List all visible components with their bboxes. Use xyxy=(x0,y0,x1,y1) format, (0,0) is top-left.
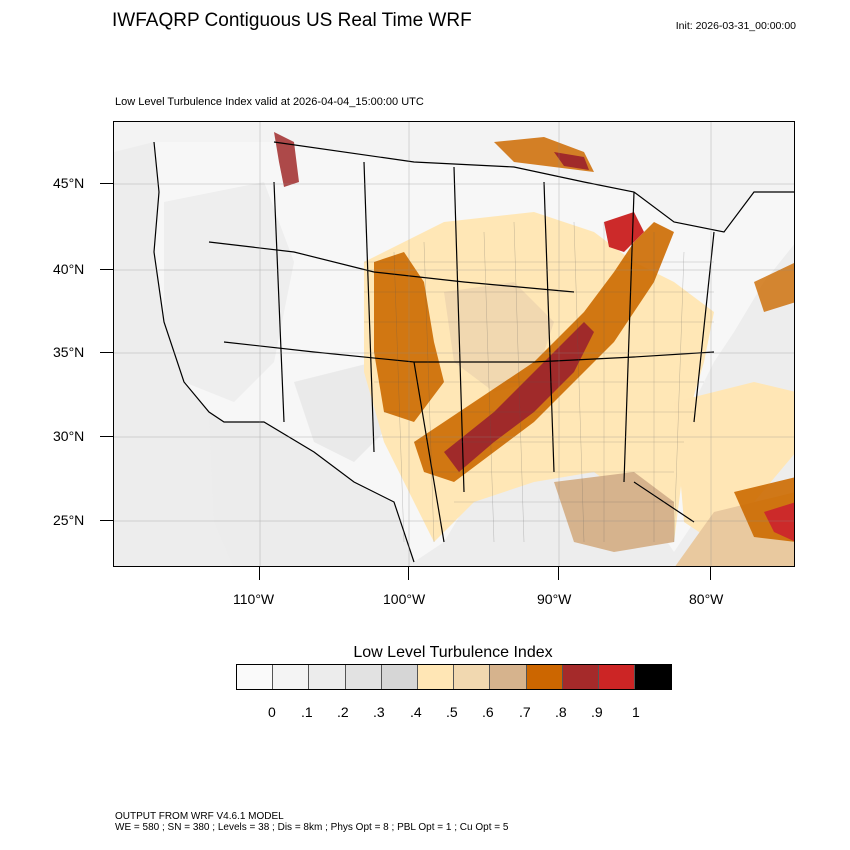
legend-label: .8 xyxy=(555,704,567,720)
legend-label: .5 xyxy=(446,704,458,720)
legend-label: .3 xyxy=(373,704,385,720)
legend-swatch xyxy=(345,665,382,689)
lat-tick xyxy=(100,520,113,521)
lon-label-100w: 100°W xyxy=(383,591,426,607)
lat-label-30: 30°N xyxy=(53,428,85,444)
legend-swatch xyxy=(417,665,455,689)
state-boundaries xyxy=(153,141,794,563)
lon-tick xyxy=(408,567,409,580)
mexico-land xyxy=(209,412,434,566)
footer-line-1: OUTPUT FROM WRF V4.6.1 MODEL xyxy=(115,811,284,822)
map-title: IWFAQRP Contiguous US Real Time WRF xyxy=(112,10,472,31)
legend-swatch xyxy=(598,665,636,689)
lat-label-45: 45°N xyxy=(53,175,85,191)
legend-title: Low Level Turbulence Index xyxy=(353,644,553,661)
legend-swatch xyxy=(237,665,274,689)
legend-swatch xyxy=(635,665,672,689)
lat-tick xyxy=(100,183,113,184)
model-info-footer: OUTPUT FROM WRF V4.6.1 MODEL WE = 580 ; … xyxy=(115,811,508,833)
lat-tick xyxy=(100,269,113,270)
lon-tick xyxy=(710,567,711,580)
valid-time-subtitle: Low Level Turbulence Index valid at 2026… xyxy=(115,96,424,108)
legend-label: .7 xyxy=(519,704,531,720)
legend-colorbar xyxy=(236,664,673,690)
very-high-turbulence-core xyxy=(444,322,594,472)
high-turbulence-band xyxy=(414,222,674,482)
legend-swatch xyxy=(490,665,527,689)
lat-label-40: 40°N xyxy=(53,261,85,277)
init-time: Init: 2026-03-31_00:00:00 xyxy=(675,20,796,32)
legend-swatch xyxy=(309,665,346,689)
legend-label: .2 xyxy=(337,704,349,720)
canada-area xyxy=(114,122,794,232)
legend-swatch xyxy=(273,665,310,689)
lon-label-110w: 110°W xyxy=(233,591,275,607)
lon-label-90w: 90°W xyxy=(537,591,572,607)
legend-label: .9 xyxy=(591,704,603,720)
legend-label: 1 xyxy=(632,704,640,720)
lon-tick xyxy=(558,567,559,580)
lat-tick xyxy=(100,436,113,437)
legend-swatch xyxy=(454,665,491,689)
legend-label: 0 xyxy=(268,704,276,720)
legend-swatch xyxy=(526,665,563,689)
lat-label-25: 25°N xyxy=(53,512,85,528)
turbulence-map xyxy=(113,121,795,567)
lon-tick xyxy=(259,567,260,580)
lat-tick xyxy=(100,352,113,353)
graticule xyxy=(114,122,794,566)
footer-line-2: WE = 580 ; SN = 380 ; Levels = 38 ; Dis … xyxy=(115,822,509,833)
legend-label: .4 xyxy=(410,704,422,720)
lon-label-80w: 80°W xyxy=(689,591,724,607)
county-boundaries xyxy=(364,221,714,543)
legend-swatch xyxy=(381,665,418,689)
legend-swatch xyxy=(562,665,599,689)
legend-label: .1 xyxy=(301,704,313,720)
lat-label-35: 35°N xyxy=(53,344,85,360)
legend-label: .6 xyxy=(482,704,494,720)
map-canvas xyxy=(114,122,794,566)
